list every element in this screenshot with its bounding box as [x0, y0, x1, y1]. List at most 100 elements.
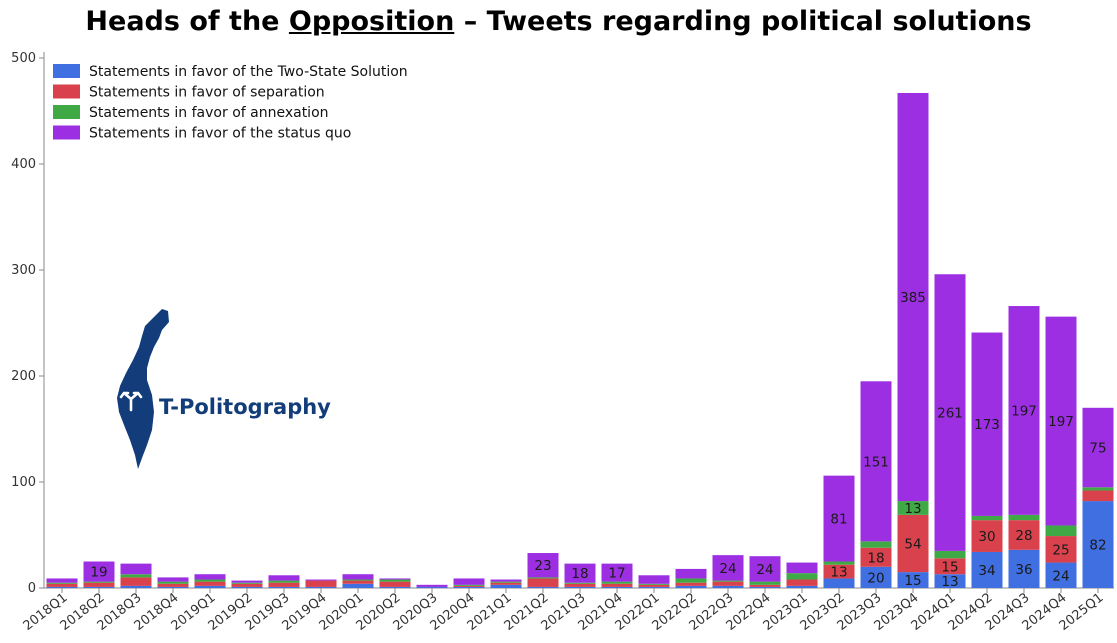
data-label: 151: [863, 454, 889, 470]
bar-segment-annexation: [675, 578, 707, 583]
legend-swatch-separation: [53, 84, 80, 99]
x-axis-ticks: 2018Q12018Q22018Q32018Q42019Q12019Q22019…: [21, 588, 1106, 634]
bar-segment-annexation: [1008, 514, 1040, 521]
logo-text: T-Politography: [159, 395, 331, 419]
bar-segment-two_state: [453, 586, 485, 588]
data-label: 173: [974, 417, 1000, 433]
legend-label-status_quo: Statements in favor of the status quo: [89, 126, 351, 142]
data-label: 261: [937, 406, 963, 422]
bar-segment-annexation: [564, 582, 596, 584]
data-label: 20: [867, 570, 884, 586]
bar-segment-status_quo: [416, 584, 448, 587]
bar-segment-two_state: [231, 586, 263, 588]
bar-segment-two_state: [83, 586, 115, 588]
title-suffix: – Tweets regarding political solutions: [454, 6, 1032, 37]
bar-segment-separation: [1008, 520, 1040, 550]
bar-segment-separation: [601, 583, 633, 587]
bar-segment-annexation: [120, 574, 152, 578]
chart-bars: [46, 92, 1114, 588]
bar-segment-annexation: [786, 573, 818, 580]
y-tick-label: 500: [11, 51, 36, 66]
bar-segment-status_quo: [564, 563, 596, 583]
chart-title: Heads of the Opposition – Tweets regardi…: [0, 6, 1117, 37]
bar-segment-separation: [823, 564, 855, 579]
title-underlined-word: Opposition: [288, 6, 455, 37]
bar-segment-separation: [490, 582, 522, 585]
bar-segment-two_state: [786, 585, 818, 588]
bar-segment-annexation: [601, 581, 633, 584]
data-label: 197: [1048, 414, 1074, 430]
data-label: 18: [571, 566, 588, 582]
bar-segment-annexation: [934, 550, 966, 559]
bar-segment-two_state: [527, 586, 559, 588]
bar-segment-separation: [749, 584, 781, 587]
data-label: 15: [941, 559, 958, 575]
chart-legend: Statements in favor of the Two-State Sol…: [53, 64, 408, 142]
bar-segment-status_quo: [1082, 407, 1114, 488]
bar-segment-annexation: [268, 580, 300, 583]
bar-segment-two_state: [564, 586, 596, 588]
bar-segment-two_state: [823, 578, 855, 588]
bar-segment-annexation: [194, 579, 226, 582]
data-label: 17: [608, 566, 625, 582]
bar-segment-status_quo: [786, 562, 818, 574]
data-label: 24: [756, 562, 773, 578]
bar-segment-annexation: [231, 582, 263, 584]
bar-segment-annexation: [897, 501, 929, 515]
bar-segment-separation: [453, 585, 485, 587]
data-label: 15: [904, 573, 921, 589]
bar-segment-status_quo: [46, 578, 78, 583]
bar-segment-separation: [564, 583, 596, 587]
bar-segment-status_quo: [379, 578, 411, 580]
bar-segment-separation: [638, 584, 670, 587]
bar-segment-two_state: [194, 585, 226, 588]
bar-segment-status_quo: [305, 579, 337, 581]
chart-data-labels: 19 23 18 17 24 24 1381201815115541338513152613…: [90, 290, 1106, 590]
bar-segment-annexation: [823, 561, 855, 565]
bar-segment-two_state: [1008, 549, 1040, 588]
bar-segment-annexation: [490, 581, 522, 583]
title-prefix: Heads of the: [85, 6, 289, 37]
y-tick-label: 400: [11, 157, 36, 172]
legend-label-annexation: Statements in favor of annexation: [89, 105, 329, 121]
bar-segment-separation: [305, 580, 337, 587]
bar-segment-annexation: [971, 515, 1003, 521]
legend-swatch-status_quo: [53, 125, 80, 140]
bar-segment-status_quo: [897, 92, 929, 502]
legend-swatch-annexation: [53, 105, 80, 119]
israel-map-with-split-arrow-icon: [117, 309, 169, 469]
bar-segment-separation: [527, 578, 559, 587]
bar-segment-two_state: [934, 574, 966, 588]
bar-segment-separation: [897, 514, 929, 573]
bar-segment-separation: [268, 582, 300, 587]
bar-segment-separation: [675, 582, 707, 586]
data-label: 197: [1011, 403, 1037, 419]
bar-segment-separation: [46, 583, 78, 587]
bar-segment-status_quo: [83, 561, 115, 582]
bar-segment-status_quo: [823, 475, 855, 562]
bar-segment-status_quo: [527, 553, 559, 578]
bar-segment-two_state: [157, 586, 189, 588]
bar-segment-annexation: [46, 582, 78, 584]
bar-segment-two_state: [416, 586, 448, 588]
bar-segment-two_state: [897, 572, 929, 588]
bar-segment-status_quo: [342, 574, 374, 580]
data-label: 24: [1052, 568, 1069, 584]
data-label: 82: [1089, 538, 1106, 554]
bar-segment-annexation: [638, 583, 670, 585]
bar-segment-two_state: [749, 586, 781, 588]
data-label: 75: [1089, 441, 1106, 457]
bar-segment-status_quo: [749, 556, 781, 582]
bar-segment-two_state: [46, 586, 78, 588]
legend-swatch-two_state: [53, 64, 80, 78]
bar-segment-annexation: [1045, 525, 1077, 537]
bar-segment-separation: [379, 581, 411, 587]
bar-segment-annexation: [453, 584, 485, 586]
split-arrow-glyph: [119, 391, 143, 412]
bar-segment-separation: [1082, 490, 1114, 502]
bar-segment-two_state: [712, 585, 744, 588]
bar-segment-separation: [342, 580, 374, 584]
bar-segment-status_quo: [712, 555, 744, 581]
bar-segment-separation: [157, 583, 189, 587]
